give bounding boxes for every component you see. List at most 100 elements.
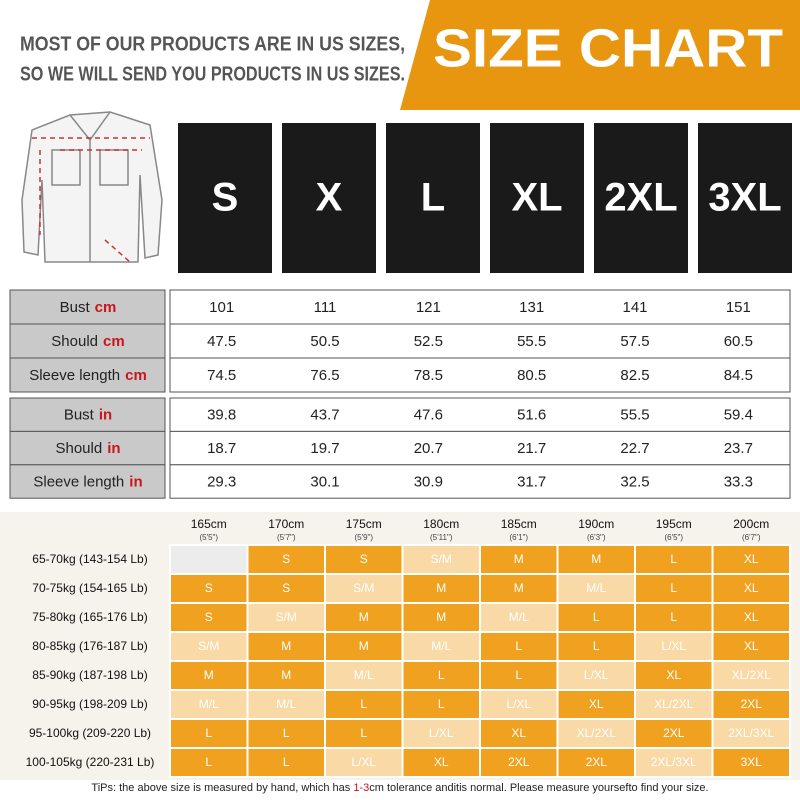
height-label: 200cm [733, 517, 769, 531]
height-imperial: (6'1") [509, 533, 528, 542]
fit-size: 2XL [508, 755, 530, 769]
fit-cell [556, 718, 636, 749]
height-label: 190cm [578, 517, 614, 531]
fit-size: M [204, 668, 214, 682]
fit-size: L [283, 755, 290, 769]
fit-cell [711, 544, 791, 575]
size-box [386, 123, 480, 273]
measure-unit: in [107, 440, 120, 457]
size-label: XL [511, 176, 562, 220]
fit-size: M/L [509, 610, 529, 624]
fit-cell [556, 631, 636, 662]
measure-value: 57.5 [620, 333, 649, 350]
row-value-cell [169, 464, 791, 499]
notice-line: SO WE WILL SEND YOU PRODUCTS IN US SIZES… [20, 63, 405, 85]
measure-value: 141 [622, 299, 647, 316]
fit-cell [169, 631, 249, 662]
tips-before: TiPs: the above size is measured by hand… [91, 782, 353, 794]
fit-size: M/L [431, 639, 451, 653]
fit-size: M/L [354, 668, 374, 682]
row-value-cell [169, 323, 791, 359]
size-label: S [212, 176, 239, 220]
fit-cell [246, 660, 326, 691]
fit-size: M [514, 581, 524, 595]
fit-size: L [515, 639, 522, 653]
fit-size: XL [744, 581, 759, 595]
row-label-cell [9, 430, 166, 466]
fit-size: S/M [198, 639, 219, 653]
fit-size: S [205, 581, 213, 595]
fit-size: L [360, 697, 367, 711]
measure-name: Sleeve length [33, 473, 124, 490]
fit-size: XL [589, 697, 604, 711]
fit-cell [401, 544, 481, 575]
weight-label: 100-105kg (220-231 Lb) [26, 755, 155, 769]
fit-size: S [360, 552, 368, 566]
row-label: Bust cm [60, 299, 117, 316]
fit-size: M [436, 581, 446, 595]
weight-label: 70-75kg (154-165 Lb) [32, 581, 147, 595]
measure-value: 33.3 [724, 473, 753, 490]
fit-size: S/M [276, 610, 297, 624]
measure-value: 18.7 [207, 440, 236, 457]
fit-cell [711, 718, 791, 749]
fit-cell [479, 747, 559, 778]
fit-size: S/M [353, 581, 374, 595]
title-banner [400, 0, 800, 110]
fit-size: 2XL [663, 726, 685, 740]
fit-cell [556, 660, 636, 691]
measure-value: 121 [416, 299, 441, 316]
fit-cell [634, 573, 714, 604]
measure-name: Should [51, 333, 98, 350]
measure-value: 84.5 [724, 367, 753, 384]
fit-cell [634, 660, 714, 691]
row-label: Should cm [51, 333, 124, 350]
tips-highlight: 1-3 [353, 782, 369, 794]
tips: TiPs: the above size is measured by hand… [91, 782, 708, 794]
row-label-cell [9, 397, 166, 432]
height-label: 165cm [191, 517, 227, 531]
height-imperial: (6'7") [742, 533, 761, 542]
measure-value: 101 [209, 299, 234, 316]
row-value-cell [169, 289, 791, 325]
fit-cell [556, 747, 636, 778]
fit-size: S [282, 581, 290, 595]
fit-size: XL [744, 552, 759, 566]
measure-unit: in [129, 473, 142, 490]
fit-size: L/XL [661, 639, 686, 653]
measure-value: 39.8 [207, 407, 236, 424]
measure-unit: cm [125, 367, 147, 384]
fit-size: L [670, 610, 677, 624]
fit-size: L [670, 581, 677, 595]
row-label: Bust in [64, 407, 112, 424]
measure-name: Should [55, 440, 102, 457]
fit-cell [169, 718, 249, 749]
fit-size: S/M [431, 552, 452, 566]
fit-size: L [438, 668, 445, 682]
fit-cell [324, 602, 404, 633]
fit-cell [479, 660, 559, 691]
height-imperial: (6'5") [664, 533, 683, 542]
measure-value: 151 [726, 299, 751, 316]
measure-value: 80.5 [517, 367, 546, 384]
fit-cell [711, 747, 791, 778]
fit-size: L/XL [351, 755, 376, 769]
row-value-cell [169, 357, 791, 393]
fit-size: L/XL [429, 726, 454, 740]
size-label: 3XL [708, 176, 781, 220]
measure-value: 76.5 [310, 367, 339, 384]
tips-after: cm tolerance anditis normal. Please meas… [369, 782, 708, 794]
fit-size: M/L [586, 581, 606, 595]
fit-size: XL [511, 726, 526, 740]
height-imperial: (5'9") [354, 533, 373, 542]
fit-size: M [281, 668, 291, 682]
size-label: X [316, 176, 343, 220]
fit-size: M [281, 639, 291, 653]
fit-cell [711, 689, 791, 720]
measure-value: 131 [519, 299, 544, 316]
measure-value: 31.7 [517, 473, 546, 490]
measure-value: 55.5 [620, 407, 649, 424]
fit-cell [324, 747, 404, 778]
fit-size: L/XL [506, 697, 531, 711]
row-label: Sleeve length in [33, 473, 142, 490]
